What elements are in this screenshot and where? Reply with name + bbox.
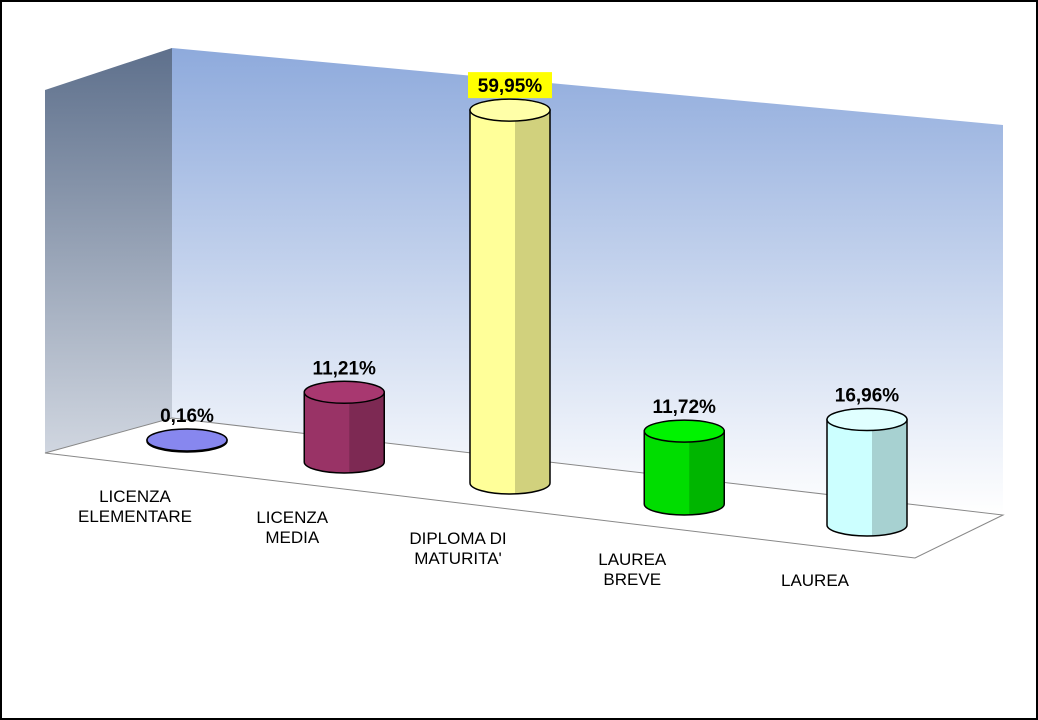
category-label: DIPLOMA DI MATURITA' [409,529,506,568]
cylinder [469,98,551,495]
cylinder-top [146,428,228,452]
cylinder-top [469,98,551,122]
category-label: LICENZA ELEMENTARE [78,487,192,526]
cylinder-shade [349,392,385,473]
value-label: 11,72% [653,397,716,418]
cylinder-top [826,407,908,432]
cylinder [303,380,385,474]
cylinder-shade [689,431,725,515]
category-label: LAUREA BREVE [598,550,667,589]
side-wall [45,48,172,453]
value-label: 0,16% [160,406,214,427]
value-label: 11,21% [313,358,376,379]
cylinder-body [469,109,551,495]
cylinder [643,419,725,516]
cylinder-body [303,391,385,474]
label-highlight [468,72,552,99]
cylinder-top [643,419,725,443]
cylinder-body [643,430,725,516]
category-label: LICENZA MEDIA [256,508,328,547]
cylinder [146,428,228,453]
cylinder [826,407,908,537]
value-label: 59,95% [478,76,543,97]
cylinder-body [826,418,908,537]
cylinder-shade [515,110,551,495]
cylinder-top [303,380,385,405]
value-label: 16,96% [835,386,900,407]
cylinder-shade [872,419,908,536]
category-label: LAUREA [781,571,850,590]
